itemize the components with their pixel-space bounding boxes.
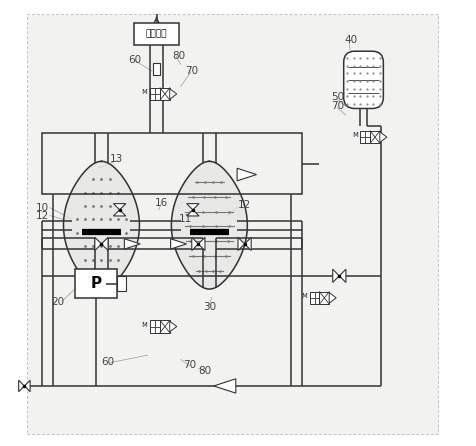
Text: 70: 70 (185, 66, 198, 76)
Bar (360, 131, 370, 143)
Bar (150, 88, 160, 100)
Text: 20: 20 (51, 297, 64, 307)
Text: м: м (142, 320, 148, 329)
Polygon shape (339, 269, 346, 282)
Bar (75, 269, 117, 298)
Polygon shape (245, 237, 251, 251)
Text: 70: 70 (331, 101, 345, 112)
Text: 80: 80 (198, 366, 211, 376)
Text: 12: 12 (35, 211, 49, 221)
Bar (160, 320, 170, 333)
Polygon shape (113, 204, 126, 210)
Polygon shape (170, 321, 177, 332)
Polygon shape (237, 168, 257, 181)
Text: м: м (142, 87, 148, 96)
Polygon shape (198, 237, 205, 251)
Text: 30: 30 (203, 301, 216, 312)
Polygon shape (380, 132, 387, 142)
Polygon shape (187, 210, 199, 216)
Text: 50: 50 (331, 92, 345, 103)
Polygon shape (329, 293, 336, 303)
Polygon shape (171, 161, 248, 289)
Polygon shape (170, 89, 177, 99)
Text: 11: 11 (178, 214, 192, 223)
Text: 16: 16 (154, 198, 168, 208)
Text: P: P (90, 276, 101, 291)
Bar (117, 277, 126, 291)
Text: 60: 60 (101, 357, 115, 367)
Polygon shape (192, 237, 198, 251)
Polygon shape (170, 239, 187, 249)
Bar (153, 63, 160, 75)
Bar (150, 320, 160, 333)
Polygon shape (113, 210, 126, 216)
Polygon shape (333, 269, 339, 282)
Polygon shape (187, 204, 199, 210)
Text: 12: 12 (238, 200, 251, 211)
Text: 60: 60 (128, 55, 141, 65)
FancyBboxPatch shape (344, 51, 383, 108)
Bar (319, 292, 329, 304)
Polygon shape (214, 379, 236, 393)
Text: 反应装置: 反应装置 (146, 29, 167, 38)
Bar (135, 24, 178, 45)
Polygon shape (63, 161, 139, 289)
Polygon shape (24, 380, 30, 392)
Polygon shape (19, 380, 24, 392)
Text: 13: 13 (110, 154, 123, 164)
Bar (370, 131, 380, 143)
Text: м: м (301, 291, 307, 300)
Bar (160, 88, 170, 100)
Text: 70: 70 (183, 360, 196, 370)
Polygon shape (124, 239, 140, 249)
Bar (42, 133, 302, 194)
Text: 10: 10 (35, 202, 49, 213)
Bar (310, 292, 319, 304)
Text: 80: 80 (172, 51, 185, 61)
Text: 40: 40 (345, 35, 357, 45)
Polygon shape (101, 237, 108, 251)
Polygon shape (95, 237, 101, 251)
Polygon shape (238, 237, 245, 251)
Text: м: м (352, 130, 357, 140)
